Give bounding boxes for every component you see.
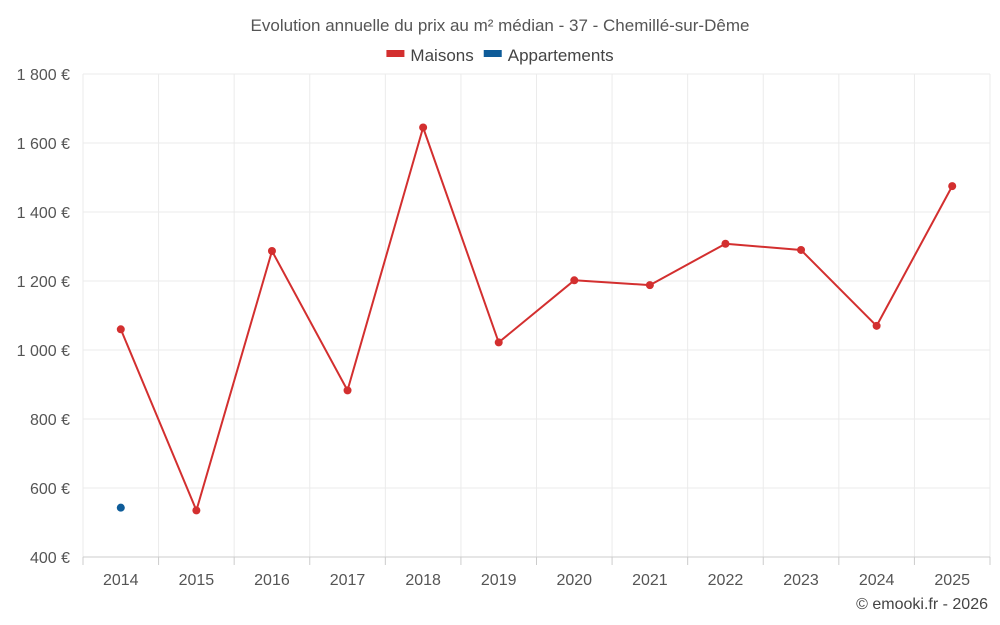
- chart-title: Evolution annuelle du prix au m² médian …: [251, 16, 750, 35]
- x-tick-label: 2021: [632, 572, 668, 589]
- data-point-maisons-2016[interactable]: [267, 246, 276, 255]
- data-point-appartements-2014[interactable]: [116, 503, 125, 512]
- y-tick-label: 1 400 €: [17, 205, 70, 222]
- data-point-maisons-2019[interactable]: [494, 338, 503, 347]
- data-point-maisons-2018[interactable]: [419, 123, 428, 132]
- x-tick-label: 2017: [330, 572, 366, 589]
- x-tick-label: 2020: [556, 572, 592, 589]
- x-tick-label: 2019: [481, 572, 517, 589]
- x-tick-label: 2018: [405, 572, 441, 589]
- x-axis-ticks: 2014 2015 2016 2017 2018 2019 2020 2021 2022 2023…: [82, 557, 991, 589]
- data-point-maisons-2022[interactable]: [721, 239, 730, 248]
- y-tick-label: 1 800 €: [17, 67, 70, 84]
- y-tick-label: 1 200 €: [17, 274, 70, 291]
- data-point-maisons-2015[interactable]: [192, 506, 201, 515]
- credit-text: © emooki.fr - 2026: [856, 596, 988, 613]
- data-point-maisons-2020[interactable]: [570, 276, 579, 285]
- series-layer: [116, 123, 957, 515]
- y-tick-label: 400 €: [30, 550, 70, 567]
- data-point-maisons-2024[interactable]: [872, 321, 881, 330]
- series-line-maisons: [119, 126, 954, 512]
- gridlines: [82, 73, 991, 557]
- legend: Maisons Appartements: [386, 46, 614, 65]
- y-tick-label: 800 €: [30, 412, 70, 429]
- series-maisons: [116, 123, 957, 515]
- legend-swatch: [483, 50, 502, 57]
- legend-item-appartements[interactable]: Appartements: [483, 46, 614, 65]
- x-tick-label: 2016: [254, 572, 290, 589]
- x-tick-label: 2025: [934, 572, 970, 589]
- series-appartements: [116, 503, 125, 512]
- legend-swatch: [386, 50, 405, 57]
- y-tick-label: 600 €: [30, 481, 70, 498]
- y-tick-label: 1 600 €: [17, 136, 70, 153]
- data-point-maisons-2017[interactable]: [343, 386, 352, 395]
- x-tick-label: 2014: [103, 572, 139, 589]
- data-point-maisons-2023[interactable]: [797, 245, 806, 254]
- legend-label: Maisons: [410, 46, 473, 65]
- data-point-maisons-2021[interactable]: [645, 281, 654, 290]
- x-tick-label: 2023: [783, 572, 819, 589]
- y-tick-label: 1 000 €: [17, 343, 70, 360]
- data-point-maisons-2025[interactable]: [948, 182, 957, 191]
- legend-label: Appartements: [508, 46, 614, 65]
- legend-item-maisons[interactable]: Maisons: [386, 46, 474, 65]
- x-tick-label: 2015: [179, 572, 215, 589]
- data-point-maisons-2014[interactable]: [116, 325, 125, 334]
- y-axis-ticks: 400 € 600 € 800 € 1 000 € 1 200 € 1 400 € 1 60…: [17, 67, 70, 567]
- x-tick-label: 2022: [708, 572, 744, 589]
- x-tick-label: 2024: [859, 572, 895, 589]
